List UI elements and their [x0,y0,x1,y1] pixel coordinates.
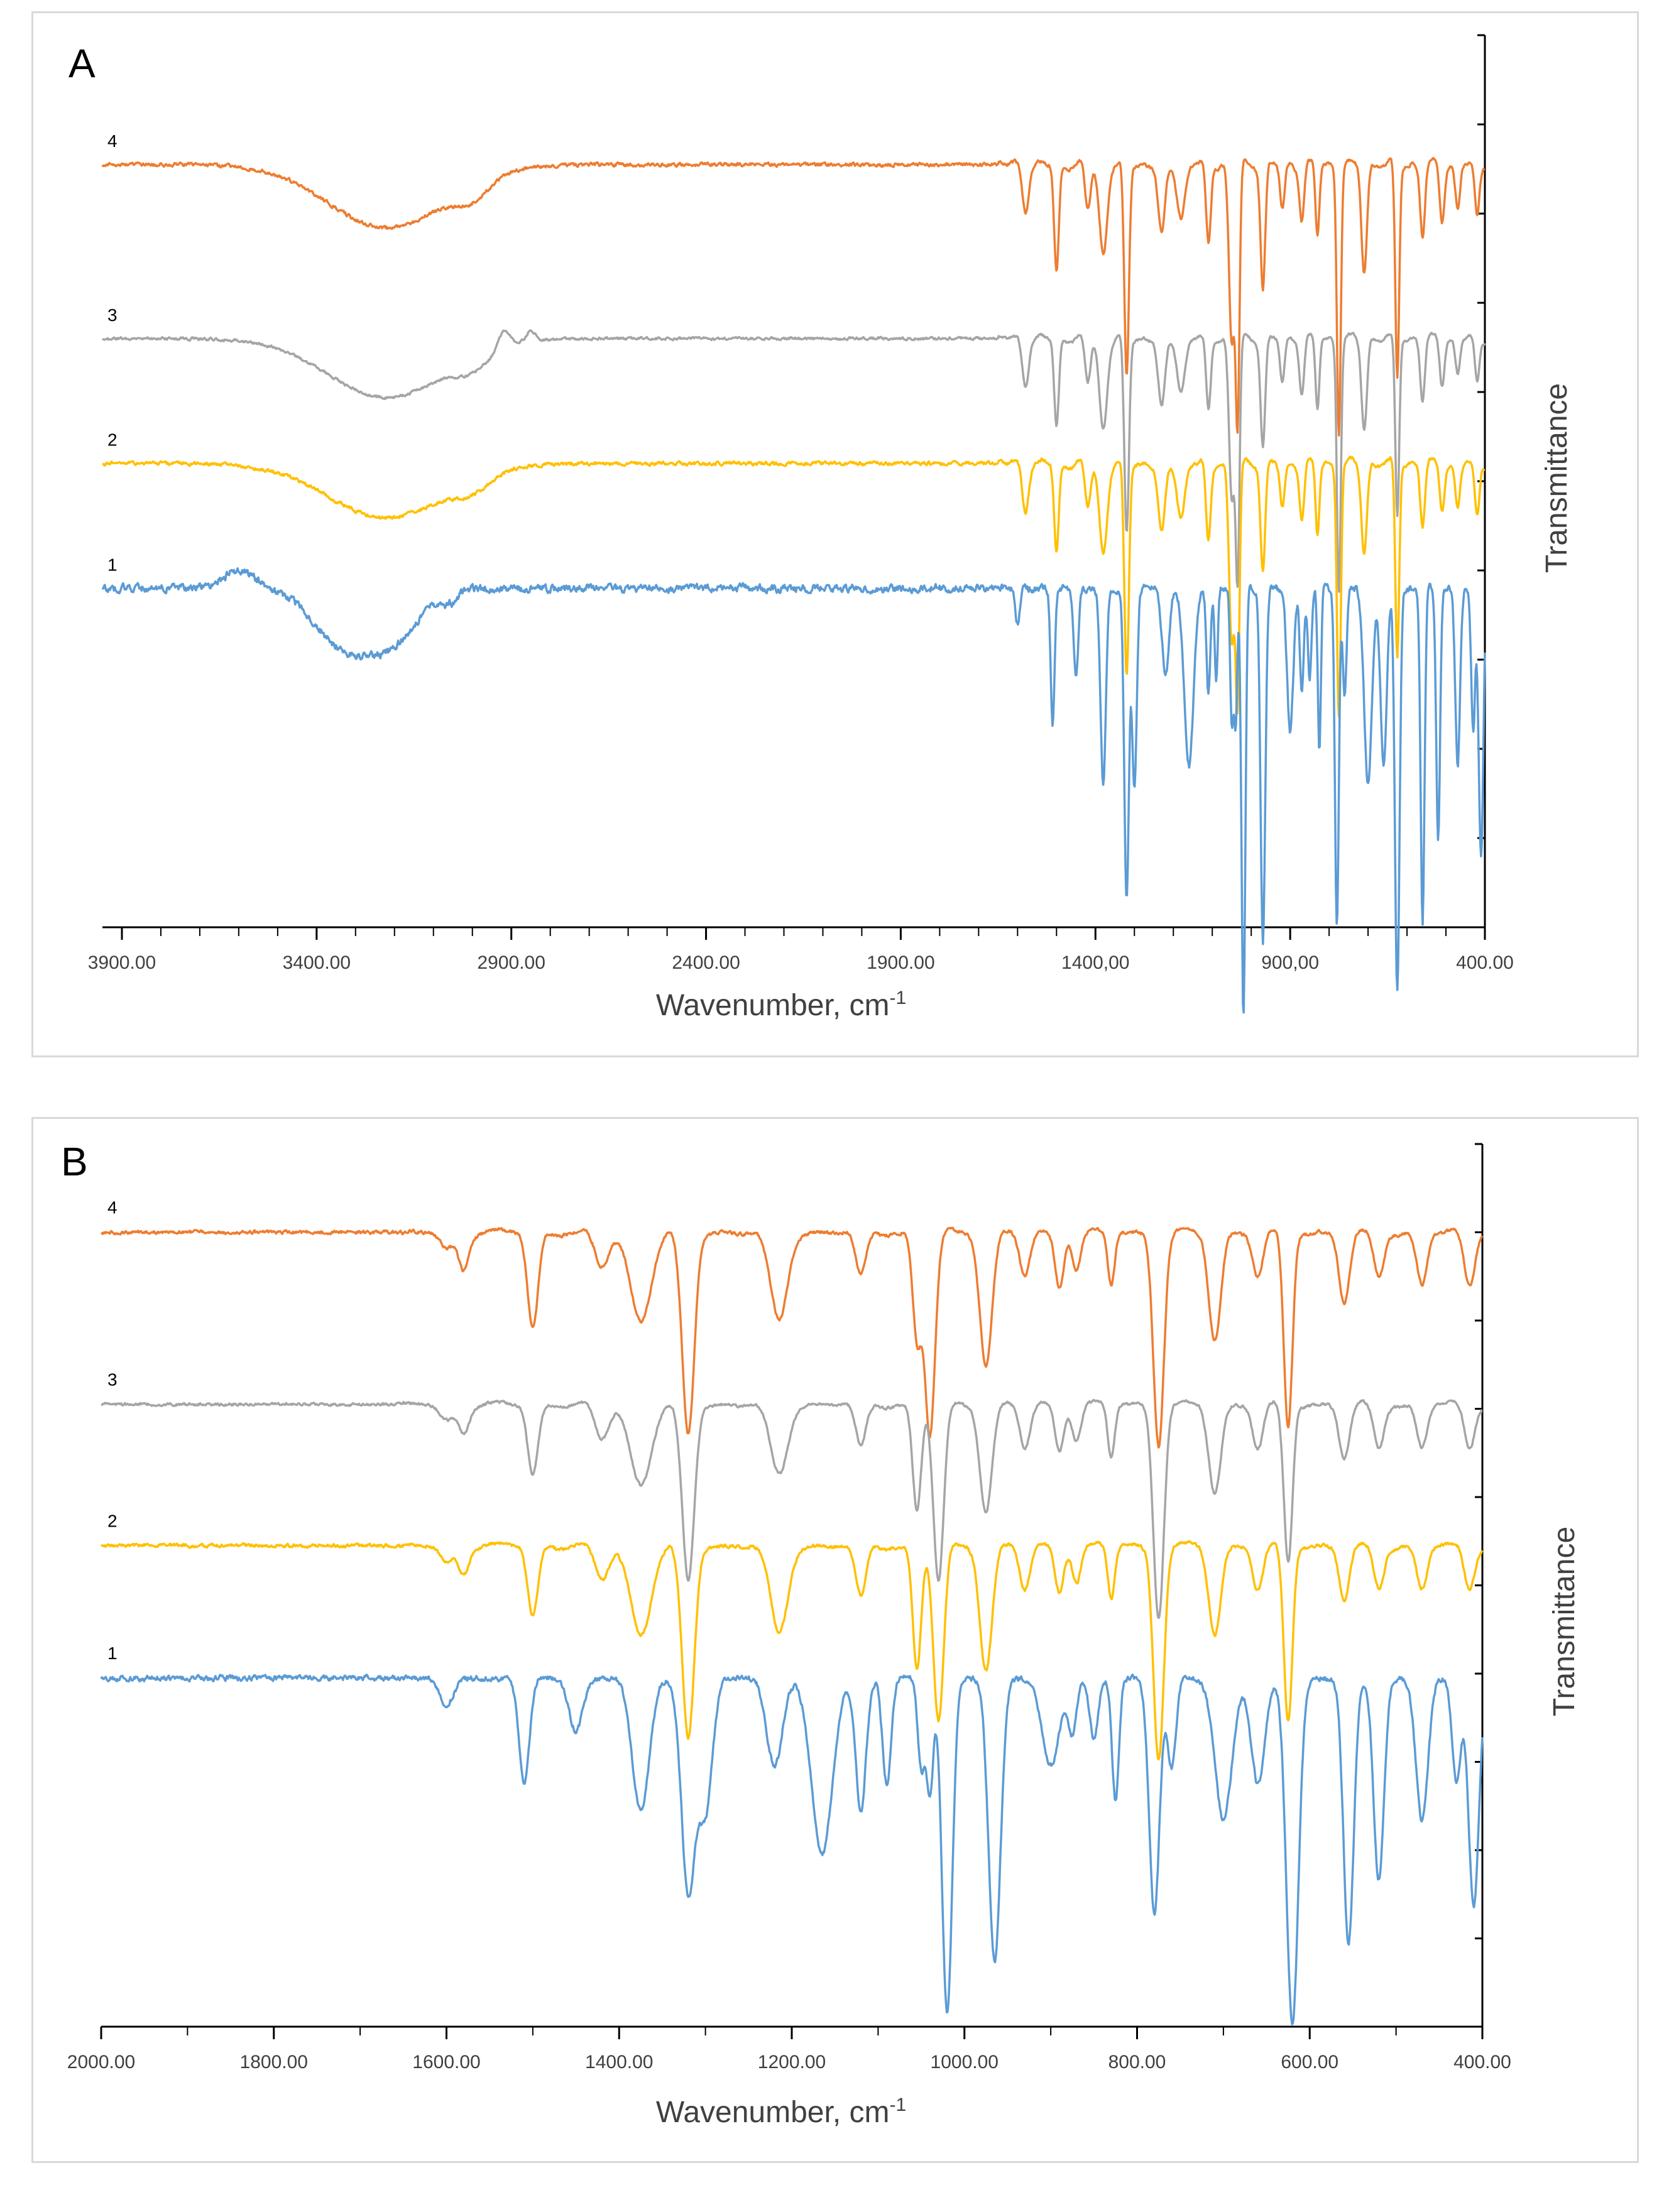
chart-panel-b: B 2000.00 1800.00 1600.00 1400.00 1200.00 100… [31,1117,1639,2163]
x-tick-label: 1400,00 [1061,952,1129,973]
series-label-1: 1 [107,1643,118,1663]
series-label-2: 2 [107,1511,118,1530]
chart-b-svg: B 2000.00 1800.00 1600.00 1400.00 1200.00 100… [61,1139,1581,2129]
x-tick-label: 600.00 [1281,2052,1338,2073]
x-axis-title-text-b: Wavenumber, cm [656,2096,890,2129]
x-tick-label: 2000.00 [67,2052,135,2073]
x-tick-label: 1200.00 [758,2052,826,2073]
series-label-4: 4 [107,131,118,151]
series-line-3 [102,329,1486,593]
plot-area-b: 2000.00 1800.00 1600.00 1400.00 1200.00 1000.… [67,1143,1511,2073]
x-tick-label: 3900.00 [88,952,156,973]
x-tick-label: 400.00 [1453,2052,1511,2073]
series-line-2 [101,1540,1484,1761]
series-line-1 [101,567,1486,1014]
x-tick-label: 400.00 [1456,952,1514,973]
chart-panel-a: A 3900.00 3400.00 2900.00 2400.00 1900.00 140… [31,11,1639,1057]
x-tick-label: 900,00 [1261,952,1319,973]
y-axis-title-a: Transmittance [1540,383,1573,573]
x-tick-label: 1600.00 [412,2052,480,2073]
x-tick-label: 2900.00 [477,952,545,973]
x-axis-title-b: Wavenumber, cm-1 [656,2095,906,2129]
series-label-3: 3 [107,1370,118,1389]
x-tick-label: 3400.00 [283,952,351,973]
x-axis-title-text-a: Wavenumber, cm [656,989,890,1022]
x-tick-label: 1800.00 [240,2052,308,2073]
series-line-4 [101,156,1486,437]
x-axis-title-a: Wavenumber, cm-1 [656,988,906,1022]
x-axis-title-sup-a: -1 [889,988,906,1008]
panel-label-a: A [68,41,96,86]
y-axis-title-b: Transmittance [1548,1527,1581,1716]
x-tick-label: 1000.00 [931,2052,999,2073]
series-line-3 [101,1398,1483,1620]
panel-label-b: B [61,1139,88,1184]
x-tick-label: 800.00 [1108,2052,1166,2073]
x-axis-title-sup-b: -1 [889,2095,906,2115]
x-tick-label: 1900.00 [867,952,934,973]
x-tick-label: 1400.00 [585,2052,653,2073]
series-label-4: 4 [107,1198,118,1218]
x-tick-label: 2400.00 [672,952,740,973]
series-label-1: 1 [107,555,118,574]
series-label-3: 3 [107,305,118,325]
plot-area-a: 3900.00 3400.00 2900.00 2400.00 1900.00 1400,… [88,34,1514,1014]
series-line-1 [100,1673,1484,2025]
series-line-2 [102,455,1486,718]
chart-a-svg: A 3900.00 3400.00 2900.00 2400.00 1900.00 140… [68,34,1573,1022]
series-line-4 [100,1226,1484,1449]
series-label-2: 2 [107,430,118,450]
